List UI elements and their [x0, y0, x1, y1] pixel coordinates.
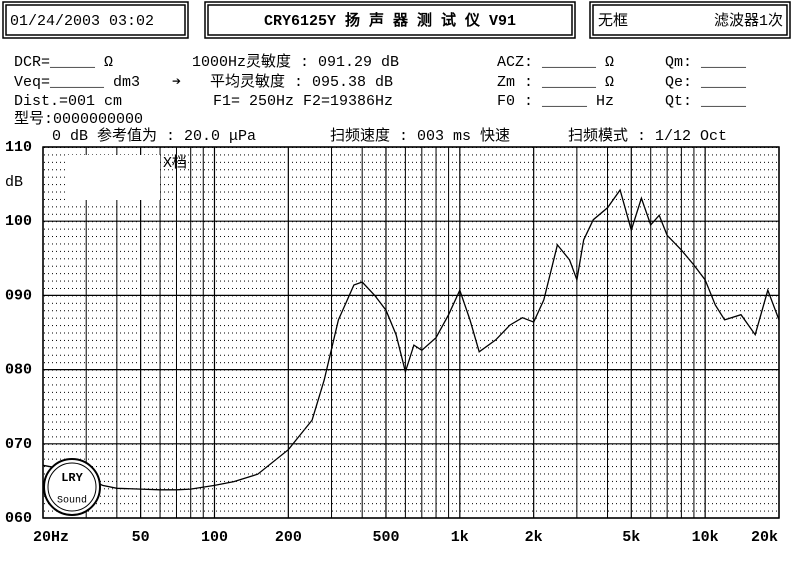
model: 型号:0000000000 [14, 110, 143, 128]
y-tick-label: 080 [5, 362, 32, 379]
y-tick-label: 060 [5, 510, 32, 527]
x-tick-label: 20Hz [33, 529, 69, 546]
logo [47, 462, 97, 512]
x-tick-label: 1k [451, 529, 469, 546]
y-tick-label: 110 [5, 139, 32, 156]
sweep-mode: 扫频模式 : 1/12 Oct [568, 127, 727, 145]
box [592, 4, 788, 36]
y-label: dB [5, 174, 23, 191]
x-tick-label: 500 [372, 529, 399, 546]
x-tick-label: 50 [132, 529, 150, 546]
response-curve [42, 188, 780, 491]
info-field: F0 : _____ Hz [497, 93, 614, 110]
title: CRY6125Y 扬 声 器 测 试 仪 V91 [264, 11, 516, 30]
info-field: Qe: _____ [665, 74, 747, 91]
box [207, 4, 573, 36]
mode: 无框 [598, 12, 628, 30]
logo-text: LRY [61, 471, 83, 485]
info-field: 平均灵敏度 : 095.38 dB [210, 73, 393, 91]
x-tick-label: 20k [751, 529, 778, 546]
info-field: 1000Hz灵敏度 : 091.29 dB [192, 53, 399, 71]
info-field: Zm : ______ Ω [497, 74, 614, 91]
logo [43, 458, 101, 516]
info-field: Veq=______ dm3 [14, 74, 140, 91]
box [2, 1, 189, 39]
info-field: ACZ: ______ Ω [497, 54, 614, 71]
x-tick-label: 100 [201, 529, 228, 546]
x-tick-label: 200 [275, 529, 302, 546]
info: DCR=_____ Ω 1000Hz灵敏度 : 091.29 dB ACZ: ___… [14, 53, 747, 110]
box [589, 1, 791, 39]
minor-grid [43, 147, 779, 518]
y-tick-label: 090 [5, 287, 32, 304]
filter: 滤波器1次 [714, 12, 783, 30]
info-field: DCR=_____ Ω [14, 54, 113, 71]
box [5, 4, 186, 36]
info-field: Qt: _____ [665, 93, 747, 110]
info-field: F1= 250Hz F2=19386Hz [213, 93, 393, 110]
logo-text: Sound [57, 495, 87, 507]
blank-box [65, 155, 160, 200]
x-tick-label: 10k [692, 529, 719, 546]
datetime: 01/24/2003 03:02 [10, 13, 154, 30]
chart: 060 070 080 090 100 110 20Hz 50 100 200 500 1k 2k 5k 1… [5, 139, 780, 546]
marker-text: X档 [163, 154, 187, 172]
x-tick-label: 2k [525, 529, 543, 546]
arrow: ➔ [172, 74, 181, 91]
y-tick-label: 100 [5, 213, 32, 230]
info-field: Dist.=001 cm [14, 93, 122, 110]
box [204, 1, 576, 39]
sweep-speed: 扫频速度 : 003 ms 快速 [330, 127, 510, 145]
info-field: Qm: _____ [665, 54, 747, 71]
reference: 0 dB 参考值为 : 20.0 μPa [52, 127, 256, 145]
x-tick-label: 5k [622, 529, 640, 546]
y-tick-label: 070 [5, 436, 32, 453]
